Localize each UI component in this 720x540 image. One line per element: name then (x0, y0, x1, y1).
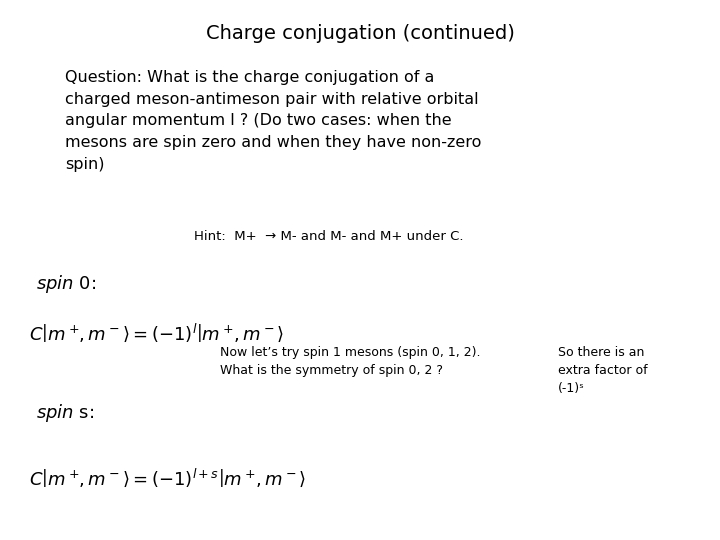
Text: Charge conjugation (continued): Charge conjugation (continued) (206, 24, 514, 43)
Text: Now let’s try spin 1 mesons (spin 0, 1, 2).
What is the symmetry of spin 0, 2 ?: Now let’s try spin 1 mesons (spin 0, 1, … (220, 346, 480, 376)
Text: $\mathit{spin}$ s:: $\mathit{spin}$ s: (36, 402, 94, 424)
Text: $C\left|m^+\!,m^-\right\rangle=(-1)^l\left|m^+\!,m^-\right\rangle$: $C\left|m^+\!,m^-\right\rangle=(-1)^l\le… (29, 321, 284, 343)
Text: $\mathit{spin}$ 0:: $\mathit{spin}$ 0: (36, 273, 96, 295)
Text: $C\left|m^+\!,m^-\right\rangle=(-1)^{l+s}\left|m^+\!,m^-\right\rangle$: $C\left|m^+\!,m^-\right\rangle=(-1)^{l+s… (29, 467, 306, 489)
Text: Question: What is the charge conjugation of a
charged meson-antimeson pair with : Question: What is the charge conjugation… (65, 70, 481, 172)
Text: So there is an
extra factor of
(-1)ˢ: So there is an extra factor of (-1)ˢ (558, 346, 647, 395)
Text: Hint:  M+  → M- and M- and M+ under C.: Hint: M+ → M- and M- and M+ under C. (194, 230, 464, 242)
